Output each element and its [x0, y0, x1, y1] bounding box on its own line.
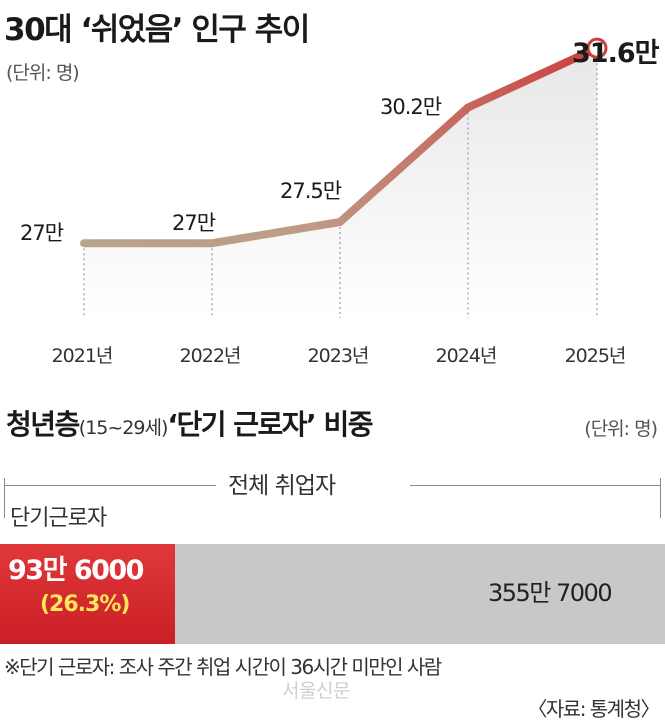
x-tick-label-0: 2021년	[52, 345, 113, 367]
chart-title: 30대 ‘쉬었음’ 인구 추이	[4, 12, 310, 48]
value-label-0: 27만	[20, 221, 64, 245]
short-term-workers-label: 단기근로자	[10, 506, 107, 531]
value-label-1: 27만	[172, 211, 216, 235]
unit-label: (단위: 명)	[6, 62, 80, 84]
x-tick-label-4: 2025년	[565, 345, 626, 367]
bar-chart-title-main: 청년층	[6, 408, 80, 441]
series-line	[80, 44, 601, 248]
bar-unit-label: (단위: 명)	[584, 418, 658, 440]
x-tick-label-1: 2022년	[180, 345, 241, 367]
bar-chart-title: 청년층(15~29세)‘단기 근로자’ 비중	[6, 403, 373, 443]
watermark: 서울신문	[282, 680, 350, 702]
line-chart: 27만 27만 27.5만 30.2만 31.6만 2021년 2022년 2023년 202…	[20, 37, 661, 367]
area-fill	[84, 48, 597, 318]
footnote: ※단기 근로자: 조사 주간 취업 시간이 36시간 미만인 사람	[4, 655, 442, 679]
value-label-4: 31.6만	[572, 38, 660, 69]
short-term-value: 93만 6000	[8, 555, 144, 586]
bar-chart-title-rest: ‘단기 근로자’ 비중	[167, 408, 373, 441]
total-bar	[0, 544, 665, 644]
bracket-line-right	[410, 485, 661, 486]
short-term-bar	[0, 544, 175, 644]
value-label-2: 27.5만	[280, 179, 342, 203]
value-label-3: 30.2만	[380, 95, 442, 119]
bracket-right-tick	[660, 478, 661, 518]
total-value: 355만 7000	[488, 579, 613, 607]
total-workers-label: 전체 취업자	[228, 473, 336, 499]
bracket-left-tick	[4, 478, 5, 518]
x-tick-label-3: 2024년	[436, 345, 497, 367]
data-point-2025	[586, 37, 608, 59]
source: 〈자료: 통계청〉	[527, 697, 660, 721]
bar-chart-title-age: (15~29세)	[78, 417, 169, 439]
x-tick-label-2: 2023년	[308, 345, 369, 367]
short-term-percent: (26.3%)	[40, 592, 130, 617]
bracket-line-left	[4, 485, 216, 486]
